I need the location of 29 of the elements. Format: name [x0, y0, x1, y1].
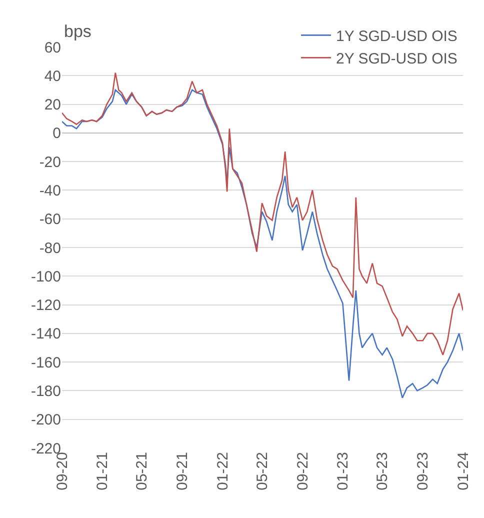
- y-tick-label: -100: [30, 268, 61, 286]
- y-axis-title: bps: [64, 22, 92, 41]
- y-tick-label: 20: [44, 96, 61, 114]
- y-tick-label: -80: [39, 240, 61, 257]
- y-tick-label: -20: [39, 154, 61, 171]
- y-tick-label: 0: [52, 125, 61, 142]
- x-tick-label: 09-22: [294, 452, 312, 490]
- legend-label: 2Y SGD-USD OIS: [336, 50, 458, 68]
- x-tick-label: 09-23: [414, 452, 432, 490]
- x-tick-label: 01-21: [94, 452, 112, 490]
- y-tick-label: 40: [44, 68, 61, 85]
- y-tick-label: -180: [30, 382, 61, 400]
- x-tick-label: 01-24: [454, 452, 472, 490]
- x-tick-label: 01-23: [334, 452, 352, 490]
- y-tick-label: -140: [30, 326, 61, 343]
- y-tick-label: -160: [30, 354, 61, 372]
- legend-label: 1Y SGD-USD OIS: [336, 28, 458, 46]
- x-tick-label: 09-21: [174, 452, 192, 490]
- y-tick-label: -120: [30, 297, 61, 314]
- x-tick-label: 05-21: [134, 452, 151, 490]
- y-tick-label: -40: [39, 182, 61, 200]
- line-series: [62, 72, 463, 356]
- x-tick-label: 01-22: [214, 452, 232, 490]
- y-tick-label: -200: [30, 412, 61, 429]
- x-tick-label: 05-22: [254, 452, 271, 490]
- line-series: [62, 89, 463, 399]
- y-tick-label: 60: [44, 39, 61, 56]
- x-tick-label: 05-23: [374, 452, 392, 490]
- y-tick-label: -60: [39, 211, 61, 228]
